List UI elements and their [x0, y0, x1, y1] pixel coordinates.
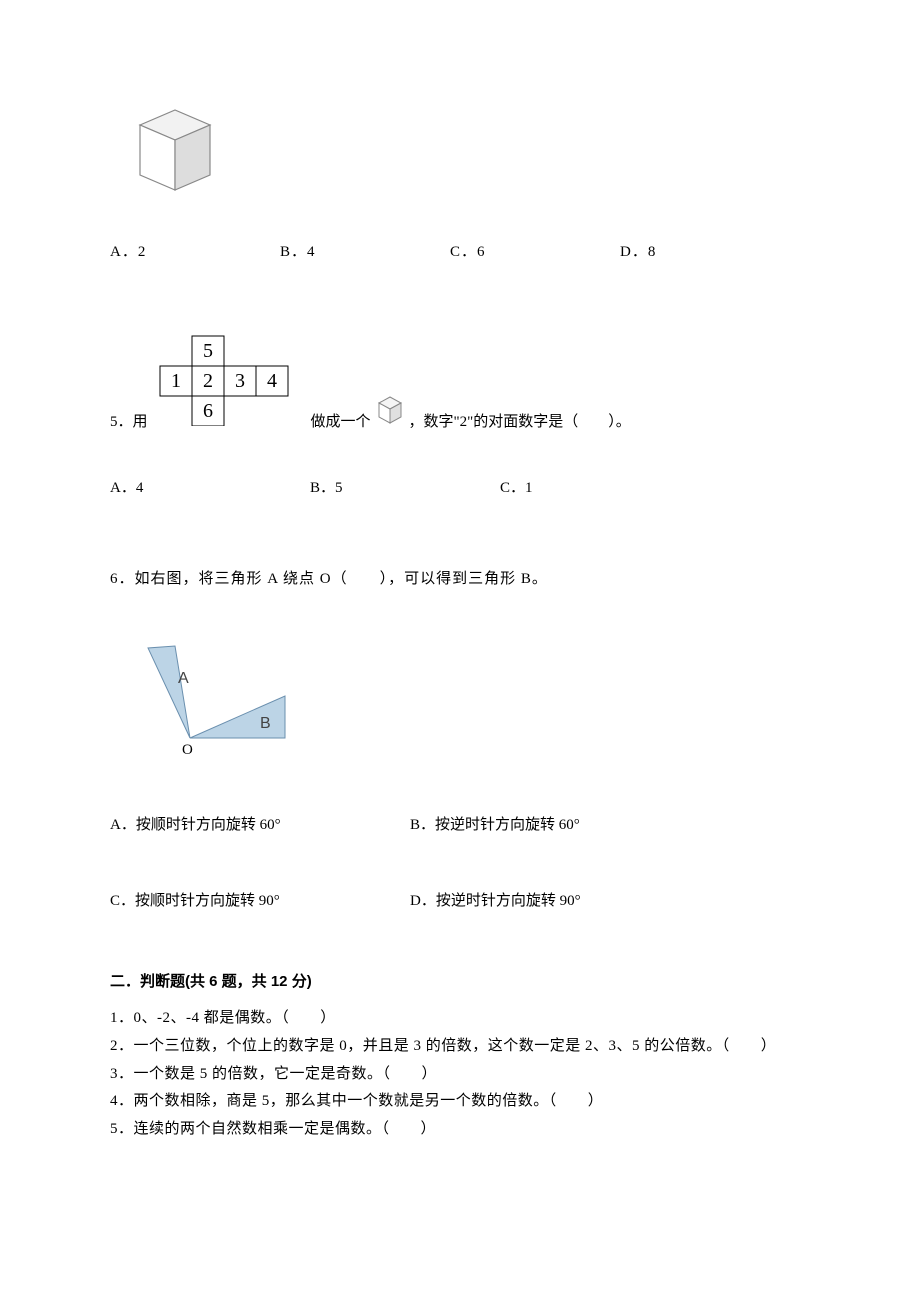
q4-options: A．2 B．4 C．6 D．8: [110, 240, 810, 261]
q6-options-row1: A．按顺时针方向旋转 60° B．按逆时针方向旋转 60°: [110, 813, 810, 834]
q5-mid1: 做成一个: [311, 410, 371, 431]
svg-text:2: 2: [203, 370, 213, 392]
q4-option-a: A．2: [110, 240, 280, 261]
tf-item-2: 2．一个三位数，个位上的数字是 0，并且是 3 的倍数，这个数一定是 2、3、5…: [110, 1033, 810, 1061]
tf-item-4: 4．两个数相除，商是 5，那么其中一个数就是另一个数的倍数。（ ）: [110, 1088, 810, 1116]
q5-mid2: ，数字"2"的对面数字是（ ）。: [409, 410, 631, 431]
svg-text:1: 1: [171, 370, 181, 392]
section2-title: 二．判断题(共 6 题，共 12 分): [110, 970, 810, 991]
q5-option-a: A．4: [110, 476, 310, 497]
page: A．2 B．4 C．6 D．8 5．用 5 1 2 3 4: [0, 0, 920, 1302]
svg-text:A: A: [178, 670, 189, 687]
svg-text:4: 4: [267, 370, 277, 392]
tf-item-1: 1．0、-2、-4 都是偶数。（ ）: [110, 1005, 810, 1033]
q6-figure: A B O: [120, 628, 810, 763]
q4-cube-figure: [120, 100, 810, 200]
svg-text:O: O: [182, 742, 193, 758]
q5-net-figure: 5 1 2 3 4 6: [152, 331, 307, 431]
q6-options-row2: C．按顺时针方向旋转 90° D．按逆时针方向旋转 90°: [110, 889, 810, 910]
q6-option-a: A．按顺时针方向旋转 60°: [110, 813, 410, 834]
q5-option-c: C．1: [500, 476, 533, 497]
svg-text:6: 6: [203, 400, 213, 422]
q4-option-d: D．8: [620, 240, 790, 261]
q5-option-b: B．5: [310, 476, 500, 497]
q6-option-d: D．按逆时针方向旋转 90°: [410, 889, 581, 910]
q5-question: 5．用 5 1 2 3 4 6 做成一个: [110, 331, 810, 431]
section2-list: 1．0、-2、-4 都是偶数。（ ） 2．一个三位数，个位上的数字是 0，并且是…: [110, 1005, 810, 1144]
q6-option-b: B．按逆时针方向旋转 60°: [410, 813, 580, 834]
tf-item-3: 3．一个数是 5 的倍数，它一定是奇数。（ ）: [110, 1061, 810, 1089]
q6-question-text: 6．如右图，将三角形 A 绕点 O（ ），可以得到三角形 B。: [110, 567, 810, 588]
q6-option-c: C．按顺时针方向旋转 90°: [110, 889, 410, 910]
svg-text:5: 5: [203, 340, 213, 362]
q5-options: A．4 B．5 C．1: [110, 476, 810, 497]
q4-option-b: B．4: [280, 240, 450, 261]
svg-text:B: B: [260, 715, 271, 732]
svg-text:3: 3: [235, 370, 245, 392]
q5-prefix: 5．用: [110, 410, 148, 431]
tf-item-5: 5．连续的两个自然数相乘一定是偶数。（ ）: [110, 1116, 810, 1144]
q4-option-c: C．6: [450, 240, 620, 261]
q5-small-cube-icon: [373, 394, 407, 431]
